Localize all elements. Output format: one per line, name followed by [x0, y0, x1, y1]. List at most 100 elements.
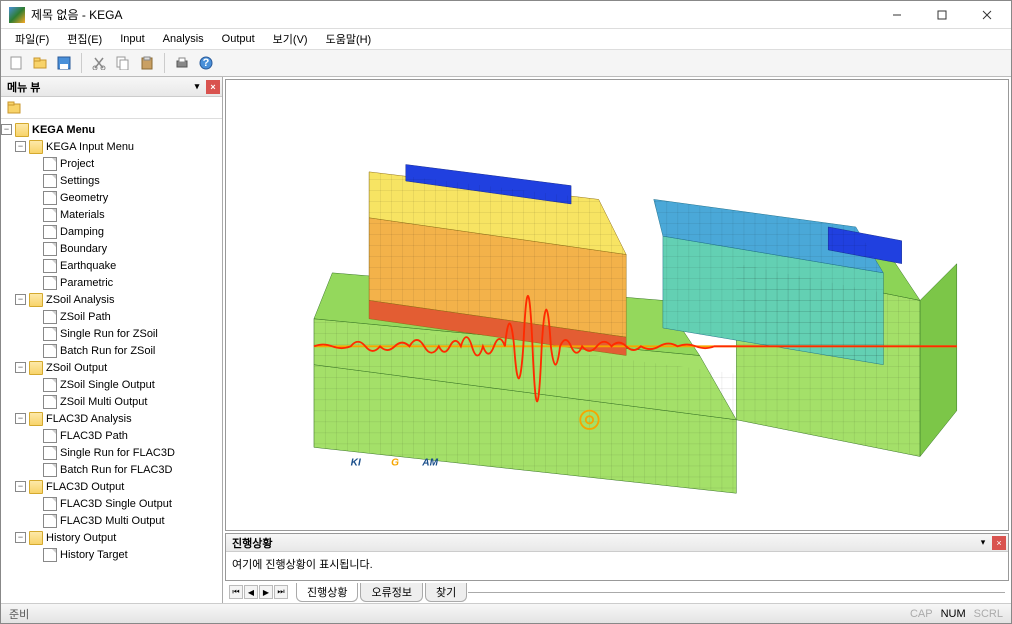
tree-label: FLAC3D Analysis [46, 413, 136, 425]
viewport-3d[interactable]: KI G AM [225, 79, 1009, 531]
status-panel-close-button[interactable]: × [992, 536, 1006, 550]
tree-item[interactable]: FLAC3D Path [1, 427, 222, 444]
tab-1[interactable]: 오류정보 [360, 583, 422, 602]
tree-folder[interactable]: History Output [1, 529, 222, 546]
tree-label: Materials [60, 209, 109, 221]
toolbar-paste-button[interactable] [136, 52, 158, 74]
expand-toggle-icon[interactable] [15, 413, 26, 424]
tree-item[interactable]: Boundary [1, 240, 222, 257]
document-icon [43, 344, 57, 358]
minimize-button[interactable] [874, 1, 919, 29]
document-icon [43, 242, 57, 256]
tab-nav-first[interactable]: ⏮ [229, 585, 243, 599]
folder-icon [29, 412, 43, 426]
tree-item[interactable]: Project [1, 155, 222, 172]
status-indicator-scrl: SCRL [974, 608, 1003, 620]
toolbar-help-button[interactable]: ? [195, 52, 217, 74]
menu-3[interactable]: Analysis [155, 31, 212, 47]
sidebar: 메뉴 뷰 ▾ × KEGA MenuKEGA Input Menu Project… [1, 77, 223, 603]
svg-text:?: ? [203, 57, 210, 69]
document-icon [43, 429, 57, 443]
tree-label: Project [60, 158, 98, 170]
tree-item[interactable]: Earthquake [1, 257, 222, 274]
folder-icon [29, 293, 43, 307]
menu-5[interactable]: 보기(V) [265, 29, 316, 49]
tab-0[interactable]: 진행상황 [296, 583, 358, 602]
tree-label: Single Run for FLAC3D [60, 447, 179, 459]
pin-icon[interactable]: ▾ [190, 80, 204, 94]
tree-label: Settings [60, 175, 104, 187]
tree-item[interactable]: ZSoil Path [1, 308, 222, 325]
tree-folder[interactable]: ZSoil Analysis [1, 291, 222, 308]
toolbar-open-button[interactable] [29, 52, 51, 74]
tree-label: FLAC3D Multi Output [60, 515, 169, 527]
toolbar-cut-button[interactable] [88, 52, 110, 74]
tree-item[interactable]: Single Run for ZSoil [1, 325, 222, 342]
tree-item[interactable]: Geometry [1, 189, 222, 206]
tab-2[interactable]: 찾기 [425, 583, 467, 602]
expand-toggle-icon[interactable] [15, 294, 26, 305]
tree-label: History Output [46, 532, 120, 544]
tab-nav-next[interactable]: ▶ [259, 585, 273, 599]
folder-icon [15, 123, 29, 137]
status-indicator-num: NUM [941, 608, 966, 620]
tree-item[interactable]: ZSoil Multi Output [1, 393, 222, 410]
toolbar-copy-button[interactable] [112, 52, 134, 74]
document-icon [43, 446, 57, 460]
tree-item[interactable]: ZSoil Single Output [1, 376, 222, 393]
tree-item[interactable]: FLAC3D Multi Output [1, 512, 222, 529]
sidebar-header: 메뉴 뷰 ▾ × [1, 77, 222, 97]
window-title: 제목 없음 - KEGA [31, 6, 874, 23]
expand-toggle-icon[interactable] [15, 481, 26, 492]
status-panel-body: 여기에 진행상황이 표시됩니다. [226, 552, 1008, 580]
maximize-button[interactable] [919, 1, 964, 29]
menu-6[interactable]: 도움말(H) [318, 29, 380, 49]
tree-label: History Target [60, 549, 132, 561]
document-icon [43, 157, 57, 171]
tree-folder[interactable]: FLAC3D Output [1, 478, 222, 495]
menu-0[interactable]: 파일(F) [7, 29, 57, 49]
pin-icon[interactable]: ▾ [976, 536, 990, 550]
document-icon [43, 463, 57, 477]
tree-label: Single Run for ZSoil [60, 328, 162, 340]
tab-nav-prev[interactable]: ◀ [244, 585, 258, 599]
tree-item[interactable]: Single Run for FLAC3D [1, 444, 222, 461]
tree-item[interactable]: History Target [1, 546, 222, 563]
status-indicator-cap: CAP [910, 608, 933, 620]
document-icon [43, 378, 57, 392]
toolbar-print-button[interactable] [171, 52, 193, 74]
tree-item[interactable]: Materials [1, 206, 222, 223]
menu-1[interactable]: 편집(E) [59, 29, 110, 49]
tree-item[interactable]: Batch Run for FLAC3D [1, 461, 222, 478]
tree-view[interactable]: KEGA MenuKEGA Input Menu Project Settings G… [1, 119, 222, 603]
document-icon [43, 225, 57, 239]
tree-folder[interactable]: FLAC3D Analysis [1, 410, 222, 427]
tree-folder[interactable]: ZSoil Output [1, 359, 222, 376]
menu-4[interactable]: Output [214, 31, 263, 47]
expand-toggle-icon[interactable] [1, 124, 12, 135]
tree-item[interactable]: Parametric [1, 274, 222, 291]
statusbar: 준비 CAPNUMSCRL [1, 603, 1011, 623]
close-button[interactable] [964, 1, 1009, 29]
expand-toggle-icon[interactable] [15, 362, 26, 373]
tab-nav-last[interactable]: ⏭ [274, 585, 288, 599]
tree-folder[interactable]: KEGA Menu [1, 121, 222, 138]
tree-item[interactable]: Settings [1, 172, 222, 189]
sidebar-tool-icon[interactable] [5, 99, 23, 117]
tree-label: Damping [60, 226, 108, 238]
sidebar-close-button[interactable]: × [206, 80, 220, 94]
tree-item[interactable]: FLAC3D Single Output [1, 495, 222, 512]
tree-label: Earthquake [60, 260, 120, 272]
toolbar-new-button[interactable] [5, 52, 27, 74]
tree-folder[interactable]: KEGA Input Menu [1, 138, 222, 155]
expand-toggle-icon[interactable] [15, 141, 26, 152]
status-panel: 진행상황 ▾ × 여기에 진행상황이 표시됩니다. [225, 533, 1009, 581]
document-icon [43, 497, 57, 511]
expand-toggle-icon[interactable] [15, 532, 26, 543]
tree-item[interactable]: Batch Run for ZSoil [1, 342, 222, 359]
tree-item[interactable]: Damping [1, 223, 222, 240]
tree-label: FLAC3D Single Output [60, 498, 176, 510]
tree-label: ZSoil Analysis [46, 294, 118, 306]
toolbar-save-button[interactable] [53, 52, 75, 74]
menu-2[interactable]: Input [112, 31, 152, 47]
